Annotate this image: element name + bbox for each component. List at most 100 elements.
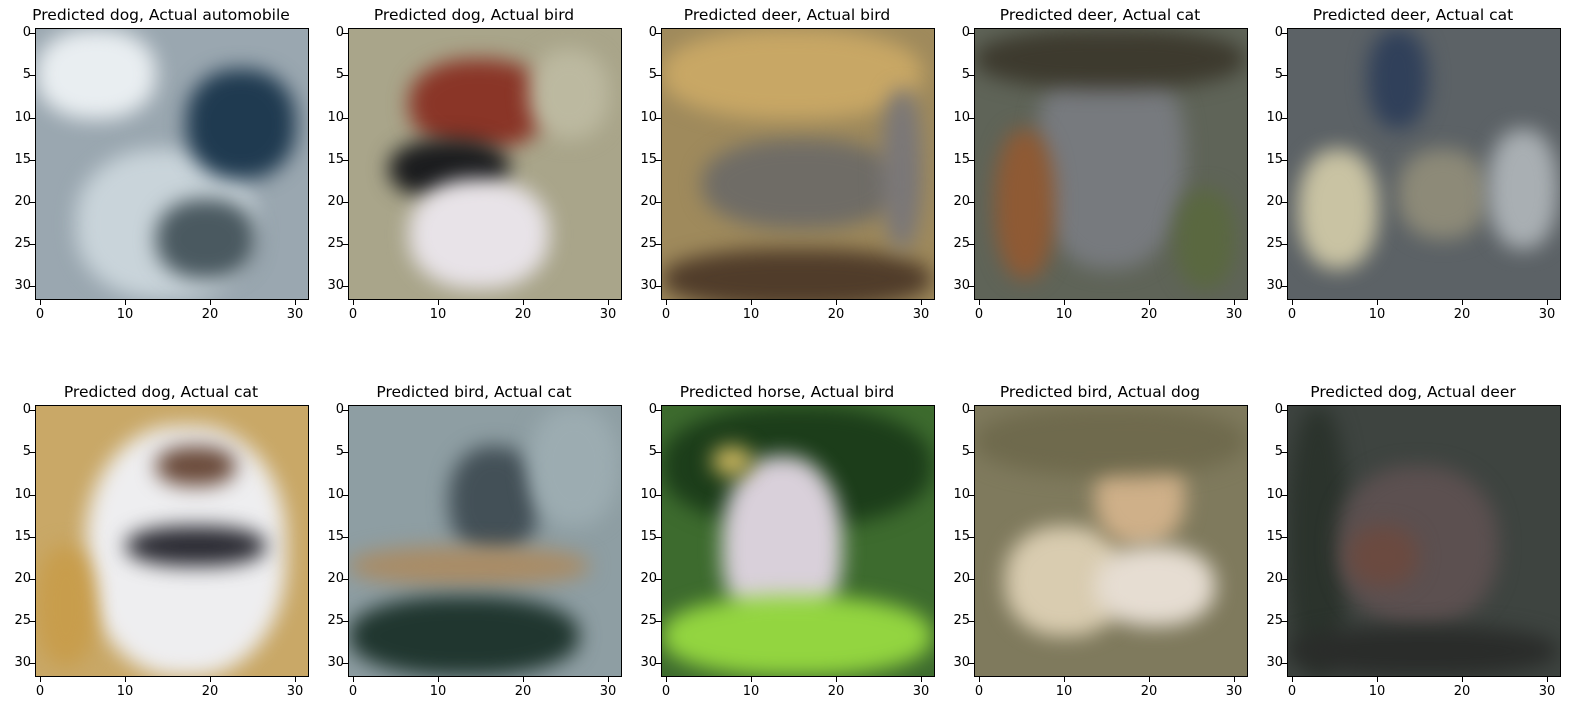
image-axes <box>35 28 309 300</box>
y-tick <box>342 452 348 453</box>
x-tick-label: 0 <box>974 684 984 699</box>
y-tick <box>1281 579 1287 580</box>
y-tick-label: 25 <box>327 613 344 628</box>
subplot-title: Predicted deer, Actual bird <box>683 6 891 24</box>
subplot-title: Predicted dog, Actual bird <box>373 6 575 24</box>
y-tick-label: 0 <box>335 402 344 417</box>
y-tick <box>968 286 974 287</box>
y-tick <box>968 118 974 119</box>
subplot-panel: Predicted deer, Actual bird 0 5 10 15 20 25 30 0… <box>637 0 937 322</box>
subplot-panel: Predicted bird, Actual dog 0 5 10 15 20 25 30 0 1… <box>950 377 1250 699</box>
y-tick-label: 25 <box>640 613 657 628</box>
y-tick <box>655 495 661 496</box>
x-tick <box>125 677 126 682</box>
y-tick <box>1281 75 1287 76</box>
image-region <box>1095 546 1215 626</box>
y-tick <box>1281 410 1287 411</box>
x-tick <box>438 300 439 305</box>
image-axes <box>974 405 1248 677</box>
image-region <box>529 49 609 139</box>
y-tick-label: 5 <box>335 444 344 459</box>
y-tick-label: 25 <box>1266 613 1283 628</box>
x-tick <box>836 677 837 682</box>
y-tick <box>655 663 661 664</box>
y-tick-label: 10 <box>1266 110 1283 125</box>
y-tick <box>655 286 661 287</box>
x-tick <box>1292 677 1293 682</box>
y-tick <box>968 244 974 245</box>
x-tick-label: 30 <box>1225 307 1243 322</box>
y-tick <box>968 33 974 34</box>
x-tick-label: 0 <box>35 684 45 699</box>
y-tick-label: 30 <box>953 278 970 293</box>
x-tick-label: 30 <box>912 684 930 699</box>
y-tick-label: 0 <box>22 402 31 417</box>
y-tick <box>342 244 348 245</box>
image-region <box>995 129 1055 279</box>
y-tick <box>29 75 35 76</box>
image-region <box>1175 189 1235 289</box>
y-tick-label: 10 <box>953 487 970 502</box>
sample-image <box>1288 29 1560 299</box>
sample-image <box>662 29 934 299</box>
y-tick-label: 20 <box>1266 194 1283 209</box>
y-tick-label: 5 <box>961 444 970 459</box>
x-tick <box>979 677 980 682</box>
y-tick <box>342 286 348 287</box>
y-tick-label: 0 <box>961 402 970 417</box>
y-tick <box>342 579 348 580</box>
x-tick-label: 30 <box>912 307 930 322</box>
image-region <box>36 29 156 119</box>
subplot-title: Predicted dog, Actual automobile <box>32 6 290 24</box>
y-tick-label: 25 <box>1266 236 1283 251</box>
image-region <box>975 406 1245 476</box>
image-region <box>36 546 96 666</box>
subplot-panel: Predicted dog, Actual bird 0 5 10 15 20 25 30 0 1… <box>324 0 624 322</box>
y-tick-label: 5 <box>22 67 31 82</box>
x-tick-label: 30 <box>286 684 304 699</box>
sample-image <box>36 406 308 676</box>
y-tick-label: 20 <box>14 571 31 586</box>
y-tick <box>1281 33 1287 34</box>
y-tick <box>29 286 35 287</box>
image-region <box>662 29 922 119</box>
x-tick-label: 10 <box>1055 684 1073 699</box>
image-region <box>529 406 619 526</box>
x-tick-label: 20 <box>1453 684 1471 699</box>
x-tick <box>1547 300 1548 305</box>
subplot-panel: Predicted dog, Actual automobile 0 5 10 15 20… <box>11 0 311 322</box>
y-tick <box>1281 452 1287 453</box>
subplot-title: Predicted bird, Actual dog <box>999 383 1201 401</box>
x-tick <box>666 300 667 305</box>
x-tick-label: 0 <box>974 307 984 322</box>
y-tick <box>655 118 661 119</box>
y-tick <box>1281 621 1287 622</box>
y-tick <box>342 160 348 161</box>
y-tick <box>968 537 974 538</box>
x-tick <box>125 300 126 305</box>
y-tick-label: 20 <box>640 194 657 209</box>
y-tick-label: 25 <box>14 236 31 251</box>
x-tick <box>1149 300 1150 305</box>
x-tick <box>1377 300 1378 305</box>
sample-image <box>1288 406 1560 676</box>
x-tick <box>751 677 752 682</box>
image-region <box>975 29 1245 89</box>
y-tick <box>1281 244 1287 245</box>
y-tick-label: 10 <box>1266 487 1283 502</box>
x-tick <box>1234 300 1235 305</box>
image-region <box>409 179 549 289</box>
y-tick <box>968 75 974 76</box>
y-tick-label: 30 <box>14 278 31 293</box>
sample-image <box>349 29 621 299</box>
image-axes <box>661 405 935 677</box>
x-tick-label: 10 <box>116 684 134 699</box>
y-tick <box>342 621 348 622</box>
y-tick <box>29 621 35 622</box>
y-tick-label: 15 <box>953 152 970 167</box>
y-tick-label: 25 <box>640 236 657 251</box>
y-tick <box>29 118 35 119</box>
y-tick <box>342 75 348 76</box>
y-tick-label: 20 <box>14 194 31 209</box>
